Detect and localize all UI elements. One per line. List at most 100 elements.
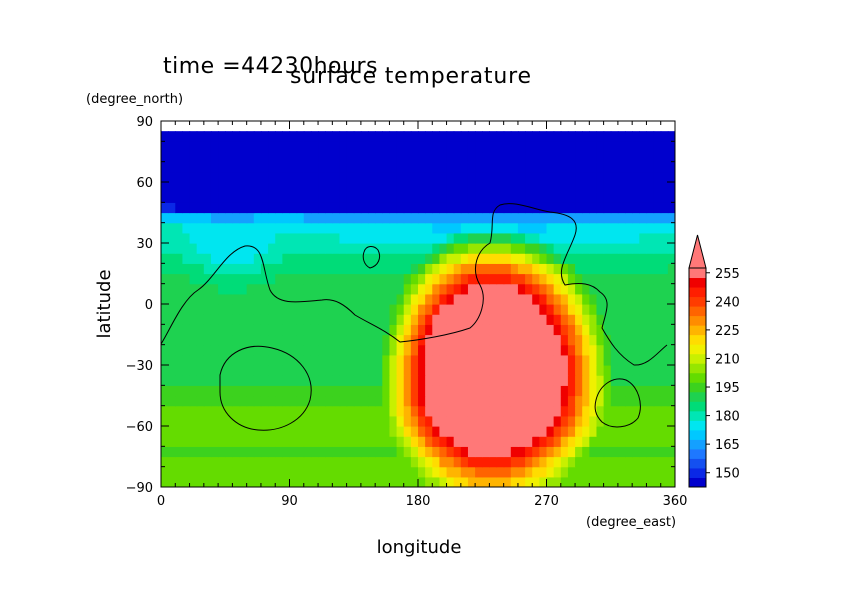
- field-cell: [275, 232, 283, 244]
- field-cell: [303, 415, 312, 427]
- field-cell: [161, 385, 169, 397]
- field-cell: [482, 192, 490, 203]
- field-cell: [610, 466, 619, 478]
- field-cell: [325, 182, 333, 193]
- field-cell: [525, 141, 533, 153]
- field-cell: [467, 293, 476, 305]
- field-cell: [589, 344, 598, 356]
- field-cell: [196, 314, 205, 325]
- field-cell: [432, 232, 441, 244]
- field-cell: [625, 456, 633, 468]
- field-cell: [632, 456, 640, 468]
- field-cell: [475, 182, 483, 193]
- field-cell: [567, 253, 576, 264]
- field-cell: [218, 304, 226, 315]
- field-cell: [553, 171, 562, 183]
- field-cell: [282, 283, 291, 295]
- field-cell: [225, 263, 233, 275]
- field-cell: [303, 151, 312, 163]
- field-cell: [539, 314, 548, 325]
- colorbar-tick-label: 150: [715, 467, 740, 482]
- field-cell: [346, 293, 355, 305]
- field-cell: [353, 426, 362, 437]
- field-cell: [396, 304, 405, 315]
- field-cell: [368, 365, 376, 376]
- field-cell: [289, 182, 298, 193]
- field-cell: [232, 293, 241, 305]
- field-cell: [346, 344, 355, 356]
- field-cell: [503, 456, 512, 468]
- field-cell: [439, 456, 448, 468]
- field-cell: [667, 232, 675, 244]
- field-cell: [175, 324, 184, 336]
- field-cell: [325, 405, 333, 417]
- field-cell: [289, 304, 298, 315]
- field-cell: [446, 263, 455, 275]
- field-cell: [410, 253, 419, 264]
- field-cell: [617, 141, 626, 153]
- field-cell: [310, 334, 319, 346]
- field-cell: [603, 385, 612, 397]
- field-cell: [203, 232, 212, 244]
- field-cell: [410, 141, 419, 153]
- field-cell: [246, 192, 255, 203]
- field-cell: [489, 151, 498, 163]
- field-cell: [175, 222, 184, 234]
- field-cell: [218, 182, 226, 193]
- field-cell: [182, 476, 191, 487]
- field-cell: [482, 365, 490, 376]
- field-cell: [189, 141, 198, 153]
- field-cell: [532, 171, 540, 183]
- field-cell: [232, 243, 241, 254]
- field-cell: [339, 314, 348, 325]
- field-cell: [239, 365, 248, 376]
- field-cell: [389, 192, 398, 203]
- field-cell: [489, 192, 498, 203]
- field-cell: [389, 324, 398, 336]
- field-cell: [303, 161, 312, 173]
- field-cell: [503, 354, 512, 366]
- field-cell: [475, 151, 483, 163]
- field-cell: [625, 436, 633, 447]
- field-cell: [639, 161, 648, 173]
- field-cell: [667, 426, 675, 437]
- field-cell: [396, 192, 405, 203]
- field-cell: [496, 314, 505, 325]
- field-cell: [653, 466, 662, 478]
- field-cell: [268, 344, 276, 356]
- field-cell: [646, 161, 655, 173]
- field-cell: [575, 171, 583, 183]
- field-cell: [196, 283, 205, 295]
- field-cell: [389, 365, 398, 376]
- field-cell: [218, 426, 226, 437]
- field-cell: [432, 365, 441, 376]
- field-cell: [189, 243, 198, 254]
- field-cell: [567, 171, 576, 183]
- field-cell: [546, 415, 555, 427]
- field-cell: [489, 446, 498, 458]
- field-cell: [246, 395, 255, 407]
- field-cell: [482, 171, 490, 183]
- field-cell: [482, 466, 490, 478]
- field-cell: [246, 141, 255, 153]
- field-cell: [617, 415, 626, 427]
- field-cell: [189, 232, 198, 244]
- field-cell: [446, 324, 455, 336]
- field-cell: [246, 161, 255, 173]
- field-cell: [460, 426, 469, 437]
- field-cell: [246, 436, 255, 447]
- field-cell: [596, 476, 605, 487]
- field-cell: [375, 344, 383, 356]
- field-cell: [496, 263, 505, 275]
- field-cell: [489, 375, 498, 386]
- field-cell: [389, 293, 398, 305]
- field-cell: [639, 151, 648, 163]
- field-cell: [368, 456, 376, 468]
- field-cell: [418, 334, 426, 346]
- field-cell: [403, 476, 412, 487]
- field-cell: [582, 426, 590, 437]
- field-cell: [539, 141, 548, 153]
- field-cell: [582, 354, 590, 366]
- field-cell: [282, 253, 291, 264]
- field-cell: [353, 243, 362, 254]
